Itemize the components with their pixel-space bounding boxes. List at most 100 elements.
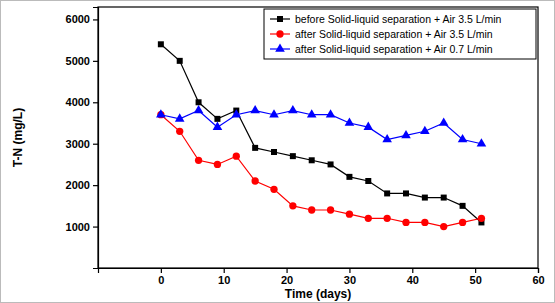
series-line — [161, 115, 482, 227]
tick: 6000 — [66, 13, 98, 25]
tick-mark — [93, 102, 98, 103]
tick-label: 2000 — [66, 179, 90, 191]
tick-mark — [93, 19, 98, 20]
tick-label: 40 — [407, 274, 419, 286]
marker — [158, 41, 164, 47]
marker — [477, 138, 487, 146]
tick: 0 — [158, 268, 164, 286]
marker — [250, 105, 260, 113]
marker — [346, 174, 352, 180]
x-axis-title: Time (days) — [285, 287, 351, 301]
marker — [345, 117, 355, 125]
marker — [402, 219, 409, 226]
marker — [401, 130, 411, 138]
marker — [309, 157, 315, 163]
marker — [422, 195, 428, 201]
tick-label: 1000 — [66, 221, 90, 233]
tick: 10 — [218, 268, 230, 286]
legend-label: after Solid-liquid separation + Air 0.7 … — [295, 43, 493, 55]
tick-label: 20 — [281, 274, 293, 286]
marker — [365, 215, 372, 222]
tick-label: 6000 — [66, 13, 90, 25]
marker — [384, 190, 390, 196]
legend-frame — [264, 9, 536, 59]
marker — [271, 149, 277, 155]
chart: 0102030405060100020003000400050006000bef… — [0, 0, 555, 303]
tick-mark — [349, 268, 350, 273]
marker — [196, 99, 202, 105]
tick-mark — [224, 268, 225, 273]
marker — [307, 109, 317, 117]
legend-label: after Solid-liquid separation + Air 3.5 … — [295, 28, 493, 40]
marker — [289, 202, 296, 209]
series-group — [156, 41, 486, 230]
tick-mark — [93, 144, 98, 145]
series-line — [161, 111, 482, 144]
legend: before Solid-liquid separation + Air 3.5… — [264, 9, 536, 59]
legend-item: before Solid-liquid separation + Air 3.5… — [270, 13, 501, 25]
marker — [195, 157, 202, 164]
tick-label: 3000 — [66, 138, 90, 150]
tick: 50 — [470, 268, 482, 286]
tick: 4000 — [66, 96, 98, 108]
x-axis: 0102030405060 — [99, 268, 545, 286]
marker — [382, 134, 392, 142]
legend-item: after Solid-liquid separation + Air 3.5 … — [270, 28, 493, 40]
tick: 1000 — [66, 221, 98, 233]
marker — [346, 210, 353, 217]
marker — [441, 195, 447, 201]
tick-label: 10 — [218, 274, 230, 286]
tick-label: 60 — [532, 274, 544, 286]
marker — [177, 58, 183, 64]
tick-label: 4000 — [66, 96, 90, 108]
tick-label: 50 — [470, 274, 482, 286]
marker — [365, 178, 371, 184]
tick-mark — [161, 268, 162, 273]
legend-marker — [277, 16, 283, 22]
marker — [156, 109, 166, 117]
marker — [478, 215, 485, 222]
y-axis: 1000 2000 3000 4000 5000 6000 — [66, 8, 99, 269]
tick: 3000 — [66, 138, 98, 150]
tick-label: 0 — [158, 274, 164, 286]
tick-mark — [286, 268, 287, 273]
marker — [290, 153, 296, 159]
marker — [420, 126, 430, 134]
axis-line — [99, 269, 539, 274]
series-line — [161, 44, 482, 222]
marker — [270, 186, 277, 193]
tick-mark — [475, 268, 476, 273]
marker — [269, 109, 279, 117]
marker — [458, 134, 468, 142]
marker — [288, 105, 298, 113]
tick: 60 — [532, 268, 544, 286]
tick: 5000 — [66, 55, 98, 67]
marker — [326, 109, 336, 117]
tick-label: 5000 — [66, 55, 90, 67]
plot: 0102030405060100020003000400050006000bef… — [66, 7, 545, 286]
tick-mark — [93, 226, 98, 227]
marker — [213, 122, 223, 130]
marker — [439, 117, 449, 125]
plot-frame — [98, 7, 538, 268]
marker — [231, 109, 241, 117]
tick: 2000 — [66, 179, 98, 191]
legend-label: before Solid-liquid separation + Air 3.5… — [295, 13, 501, 25]
marker — [175, 113, 185, 121]
marker — [460, 203, 466, 209]
marker — [328, 161, 334, 167]
tick: 20 — [281, 268, 293, 286]
y-axis-title: T-N (mg/L) — [11, 108, 25, 167]
marker — [194, 105, 204, 113]
marker — [308, 206, 315, 213]
legend-item: after Solid-liquid separation + Air 0.7 … — [270, 43, 493, 55]
marker — [363, 122, 373, 130]
marker — [421, 219, 428, 226]
marker — [440, 223, 447, 230]
tick-mark — [412, 268, 413, 273]
marker — [251, 177, 258, 184]
marker — [327, 206, 334, 213]
tick-mark — [538, 268, 539, 273]
marker — [403, 190, 409, 196]
legend-marker — [275, 43, 285, 51]
